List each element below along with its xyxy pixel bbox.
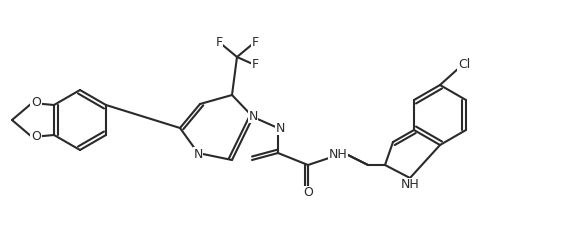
Text: NH: NH [401,178,419,191]
Text: O: O [31,96,41,109]
Text: O: O [31,131,41,144]
Text: N: N [248,109,258,123]
Text: N: N [193,147,203,161]
Text: NH: NH [329,147,347,161]
Text: N: N [275,122,285,134]
Text: F: F [215,35,223,49]
Text: O: O [303,186,313,199]
Text: F: F [251,58,259,71]
Text: Cl: Cl [458,58,470,71]
Text: F: F [251,35,259,49]
